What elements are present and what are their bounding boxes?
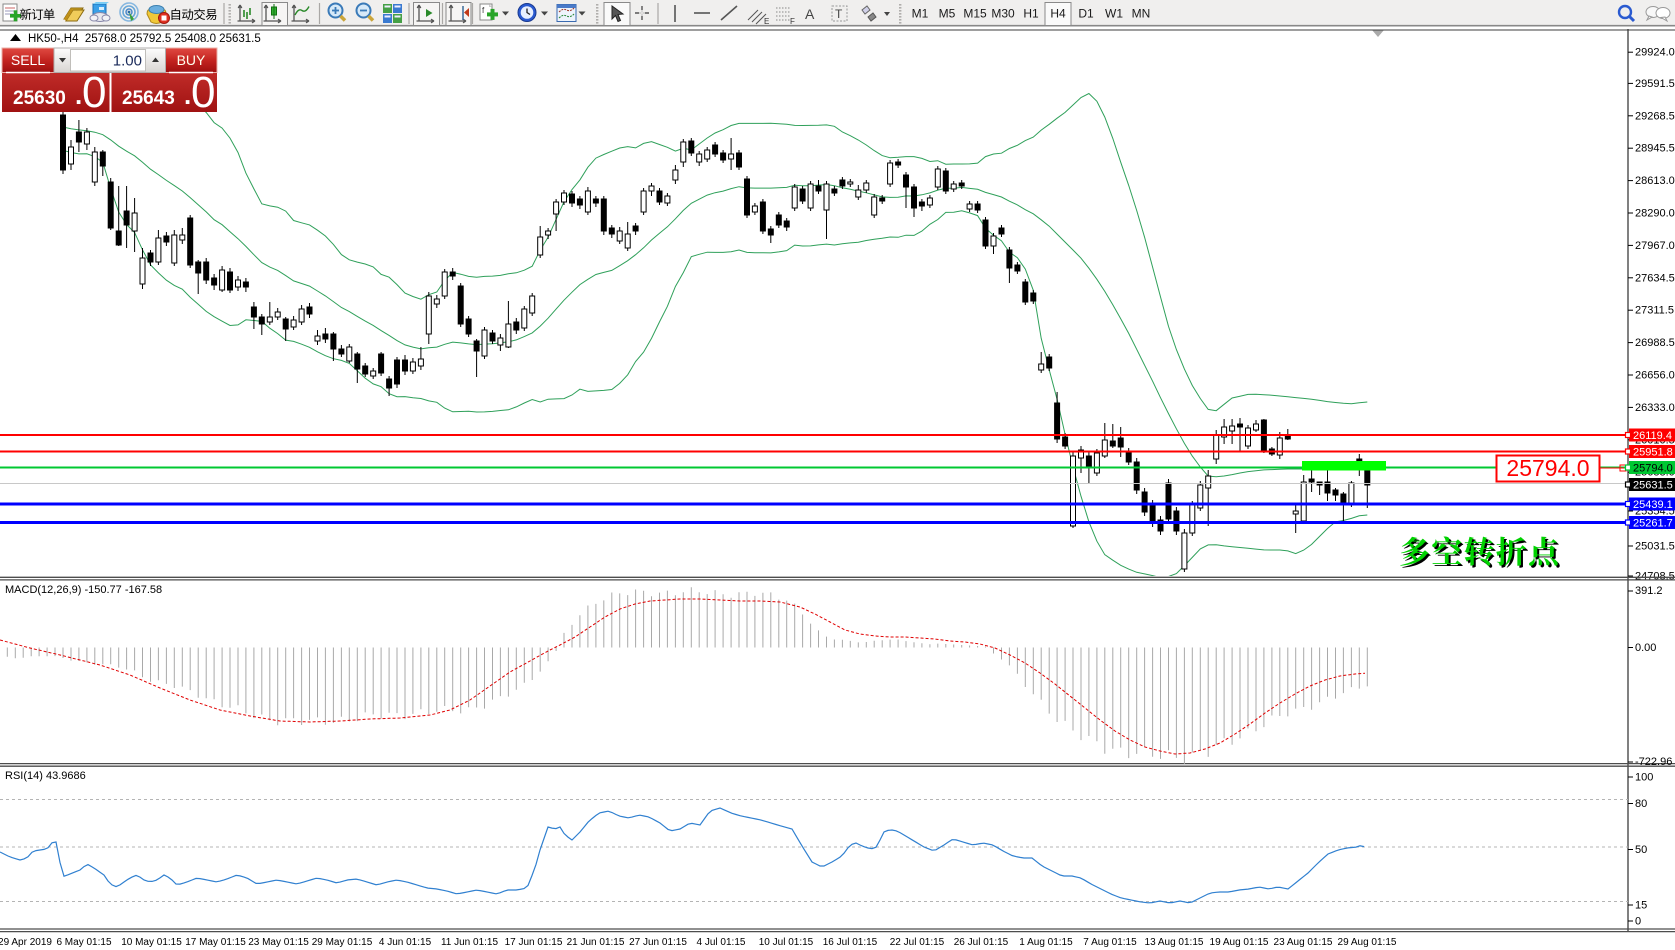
svg-text:M30: M30 bbox=[991, 7, 1015, 21]
svg-text:.: . bbox=[75, 80, 82, 110]
svg-text:26119.4: 26119.4 bbox=[1633, 430, 1672, 442]
svg-text:15: 15 bbox=[1635, 900, 1647, 912]
svg-text:29 Aug 01:15: 29 Aug 01:15 bbox=[1338, 937, 1397, 948]
svg-text:RSI(14) 43.9686: RSI(14) 43.9686 bbox=[5, 770, 86, 782]
svg-text:E: E bbox=[764, 17, 769, 26]
svg-text:1 Aug 01:15: 1 Aug 01:15 bbox=[1019, 937, 1073, 948]
svg-text:26988.5: 26988.5 bbox=[1635, 337, 1675, 349]
svg-text:SELL: SELL bbox=[11, 52, 45, 68]
svg-text:MN: MN bbox=[1132, 7, 1151, 21]
svg-text:HK50-,H4 25768.0 25792.5 2540: HK50-,H4 25768.0 25792.5 25408.0 25631.5 bbox=[28, 33, 261, 45]
svg-text:M5: M5 bbox=[939, 7, 956, 21]
svg-text:T: T bbox=[835, 7, 843, 21]
svg-text:25643: 25643 bbox=[122, 88, 175, 109]
svg-text:27 Jun 01:15: 27 Jun 01:15 bbox=[629, 937, 687, 948]
svg-text:4 Jul 01:15: 4 Jul 01:15 bbox=[697, 937, 746, 948]
svg-text:6 May 01:15: 6 May 01:15 bbox=[56, 937, 111, 948]
svg-text:19 Aug 01:15: 19 Aug 01:15 bbox=[1210, 937, 1269, 948]
svg-text:F: F bbox=[790, 17, 795, 26]
svg-text:26 Jul 01:15: 26 Jul 01:15 bbox=[954, 937, 1009, 948]
svg-text:50: 50 bbox=[1635, 844, 1647, 856]
svg-text:0: 0 bbox=[191, 68, 215, 117]
svg-text:f: f bbox=[482, 6, 485, 15]
svg-text:23 May 01:15: 23 May 01:15 bbox=[248, 937, 309, 948]
svg-text:M15: M15 bbox=[963, 7, 987, 21]
svg-text:4 Jun 01:15: 4 Jun 01:15 bbox=[379, 937, 432, 948]
svg-text:25031.5: 25031.5 bbox=[1635, 541, 1675, 553]
svg-text:17 Jun 01:15: 17 Jun 01:15 bbox=[505, 937, 563, 948]
svg-text:.: . bbox=[184, 80, 191, 110]
svg-text:80: 80 bbox=[1635, 798, 1647, 810]
svg-text:0.00: 0.00 bbox=[1635, 642, 1656, 654]
svg-text:27967.0: 27967.0 bbox=[1635, 240, 1675, 252]
svg-text:25951.8: 25951.8 bbox=[1633, 447, 1673, 459]
svg-text:W1: W1 bbox=[1105, 7, 1123, 21]
svg-text:H1: H1 bbox=[1023, 7, 1039, 21]
svg-text:26656.0: 26656.0 bbox=[1635, 370, 1675, 382]
svg-text:1.00: 1.00 bbox=[113, 53, 142, 70]
svg-text:0: 0 bbox=[82, 68, 106, 117]
svg-text:17 May 01:15: 17 May 01:15 bbox=[185, 937, 246, 948]
svg-text:16 Jul 01:15: 16 Jul 01:15 bbox=[823, 937, 878, 948]
svg-text:22 Jul 01:15: 22 Jul 01:15 bbox=[890, 937, 945, 948]
svg-text:26333.0: 26333.0 bbox=[1635, 402, 1675, 414]
svg-text:BUY: BUY bbox=[177, 52, 206, 68]
svg-text:A: A bbox=[805, 6, 815, 22]
svg-text:13 Aug 01:15: 13 Aug 01:15 bbox=[1145, 937, 1204, 948]
svg-text:29 Apr 2019: 29 Apr 2019 bbox=[0, 937, 52, 948]
svg-text:29591.5: 29591.5 bbox=[1635, 78, 1675, 90]
svg-text:29 May 01:15: 29 May 01:15 bbox=[312, 937, 373, 948]
svg-text:25439.1: 25439.1 bbox=[1633, 499, 1673, 511]
svg-text:M1: M1 bbox=[912, 7, 929, 21]
svg-text:D1: D1 bbox=[1078, 7, 1094, 21]
svg-text:11 Jun 01:15: 11 Jun 01:15 bbox=[441, 937, 499, 948]
svg-text:29268.5: 29268.5 bbox=[1635, 110, 1675, 122]
svg-text:100: 100 bbox=[1635, 772, 1653, 784]
svg-text:25794.0: 25794.0 bbox=[1506, 455, 1589, 481]
svg-text:10 Jul 01:15: 10 Jul 01:15 bbox=[759, 937, 814, 948]
svg-text:27311.5: 27311.5 bbox=[1635, 305, 1674, 317]
svg-text:25631.5: 25631.5 bbox=[1633, 480, 1673, 492]
svg-text:23 Aug 01:15: 23 Aug 01:15 bbox=[1274, 937, 1333, 948]
svg-text:28613.0: 28613.0 bbox=[1635, 175, 1675, 187]
svg-text:27634.5: 27634.5 bbox=[1635, 272, 1675, 284]
svg-text:H4: H4 bbox=[1050, 7, 1066, 21]
svg-text:10 May 01:15: 10 May 01:15 bbox=[121, 937, 182, 948]
svg-text:28945.5: 28945.5 bbox=[1635, 143, 1675, 155]
svg-text:28290.0: 28290.0 bbox=[1635, 208, 1675, 220]
svg-text:-722.96: -722.96 bbox=[1635, 756, 1672, 768]
svg-text:391.2: 391.2 bbox=[1635, 585, 1663, 597]
svg-text:7 Aug 01:15: 7 Aug 01:15 bbox=[1083, 937, 1137, 948]
svg-text:24708.5: 24708.5 bbox=[1635, 571, 1675, 583]
svg-text:25630: 25630 bbox=[13, 88, 66, 109]
svg-text:MACD(12,26,9) -150.77 -167.58: MACD(12,26,9) -150.77 -167.58 bbox=[5, 584, 162, 596]
svg-text:21 Jun 01:15: 21 Jun 01:15 bbox=[567, 937, 625, 948]
svg-text:25794.0: 25794.0 bbox=[1633, 463, 1673, 475]
svg-text:25261.7: 25261.7 bbox=[1633, 518, 1673, 530]
svg-text:0: 0 bbox=[1635, 916, 1641, 928]
svg-text:29924.0: 29924.0 bbox=[1635, 47, 1675, 59]
